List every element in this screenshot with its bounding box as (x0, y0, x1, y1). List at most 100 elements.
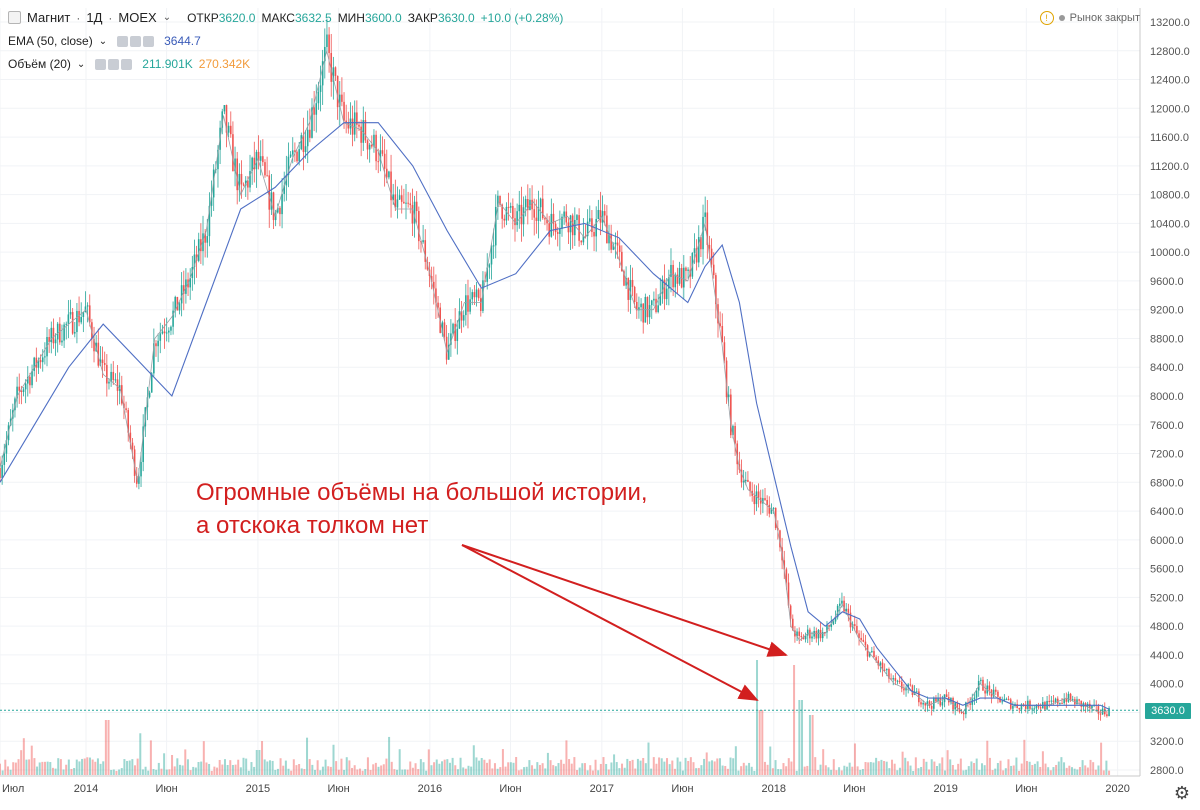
volume-bar (295, 765, 298, 775)
symbol-name[interactable]: Магнит (27, 10, 71, 25)
gear-icon[interactable]: ⚙ (1173, 783, 1190, 803)
candle-body (975, 690, 978, 698)
volume-bar (4, 759, 7, 775)
volume-indicator-row[interactable]: Объём (20) ⌄ 211.901K 270.342K (8, 57, 250, 71)
candle-body (287, 156, 290, 176)
volume-bar (1047, 767, 1050, 775)
volume-bar (748, 762, 751, 775)
grid (0, 8, 1140, 776)
candle-body (392, 194, 394, 201)
volume-bar (803, 766, 806, 775)
candle-body (360, 126, 362, 143)
candle-body (150, 373, 153, 393)
volume-bar (885, 761, 888, 775)
volume-bar (403, 769, 406, 775)
volume-bar (581, 763, 584, 775)
candle-body (281, 193, 283, 215)
candle-body (163, 331, 166, 334)
volume-bar (41, 761, 44, 775)
ema-controls[interactable] (117, 35, 155, 47)
candle-body (371, 144, 373, 147)
candle-body (465, 295, 467, 316)
volume-label[interactable]: Объём (20) (8, 57, 71, 71)
volume-bar (417, 769, 420, 775)
volume-bar (343, 769, 346, 775)
close-label: ЗАКР (407, 10, 438, 25)
volume-bar (628, 761, 631, 775)
volume-bar (896, 770, 899, 775)
candle-body (390, 171, 392, 201)
volume-bar (816, 770, 819, 775)
candle-body (727, 394, 730, 398)
candle-body (168, 330, 170, 333)
volume-bar (369, 769, 372, 775)
candle-body (172, 310, 174, 327)
volume-bar (811, 715, 814, 775)
collapse-button[interactable] (8, 11, 21, 24)
candle-body (616, 242, 619, 246)
candle-body (1071, 699, 1074, 701)
candle-body (142, 426, 144, 463)
volume-bar (430, 765, 433, 775)
volume-bar (515, 757, 518, 775)
close-icon (121, 58, 133, 70)
volume-bar (454, 765, 457, 775)
candle-body (193, 254, 196, 267)
volume-bar (340, 758, 343, 775)
volume-bar (83, 758, 86, 775)
candle-body (266, 175, 268, 177)
volume-bar (621, 763, 624, 775)
volume-bar (176, 758, 179, 775)
candle-body (236, 158, 238, 191)
candle-body (544, 218, 546, 220)
candle-body (849, 612, 852, 628)
volume-bar (591, 770, 594, 775)
candle-body (467, 295, 469, 312)
volume-bar (266, 761, 269, 775)
candle-body (283, 185, 286, 194)
volume-controls[interactable] (95, 58, 133, 70)
volume-bar (216, 767, 219, 775)
candle-body (650, 300, 653, 306)
candle-body (527, 199, 529, 211)
candle-body (911, 685, 914, 695)
ema-label[interactable]: EMA (50, close) (8, 34, 93, 48)
volume-bar (891, 759, 894, 775)
candle-body (127, 410, 130, 433)
volume-bar (366, 757, 369, 775)
candle-body (824, 632, 826, 634)
volume-bar (141, 769, 144, 775)
volume-bar (205, 762, 208, 775)
interval-label[interactable]: 1Д (86, 10, 103, 25)
warning-icon[interactable]: ! (1039, 11, 1054, 25)
ema-indicator-row[interactable]: EMA (50, close) ⌄ 3644.7 (8, 34, 201, 48)
volume-bar (602, 757, 605, 775)
volume-bar (398, 749, 401, 775)
volume-bar (684, 757, 687, 775)
volume-bar (763, 761, 766, 775)
volume-bar (287, 768, 290, 775)
candle-body (180, 285, 183, 304)
candle-body (1069, 693, 1072, 701)
chevron-down-icon[interactable]: ⌄ (98, 35, 108, 47)
candle-body (1024, 706, 1027, 709)
chevron-down-icon[interactable]: ⌄ (162, 12, 172, 23)
volume-bar (801, 700, 804, 775)
candle-body (693, 248, 696, 253)
volume-bar (319, 770, 322, 775)
candle-body (59, 323, 61, 343)
chevron-down-icon[interactable]: ⌄ (76, 58, 86, 70)
volume-bar (12, 762, 15, 775)
candle-body (93, 339, 95, 352)
volume-bar (110, 769, 113, 775)
volume-bar (909, 765, 912, 775)
candle-body (828, 625, 830, 628)
candle-body (317, 91, 320, 104)
volume-bar (1089, 759, 1092, 775)
candle-body (35, 357, 38, 368)
candle-body (956, 702, 959, 709)
volume-bar (708, 761, 711, 775)
candle-body (471, 292, 474, 300)
candle-body (907, 684, 909, 688)
